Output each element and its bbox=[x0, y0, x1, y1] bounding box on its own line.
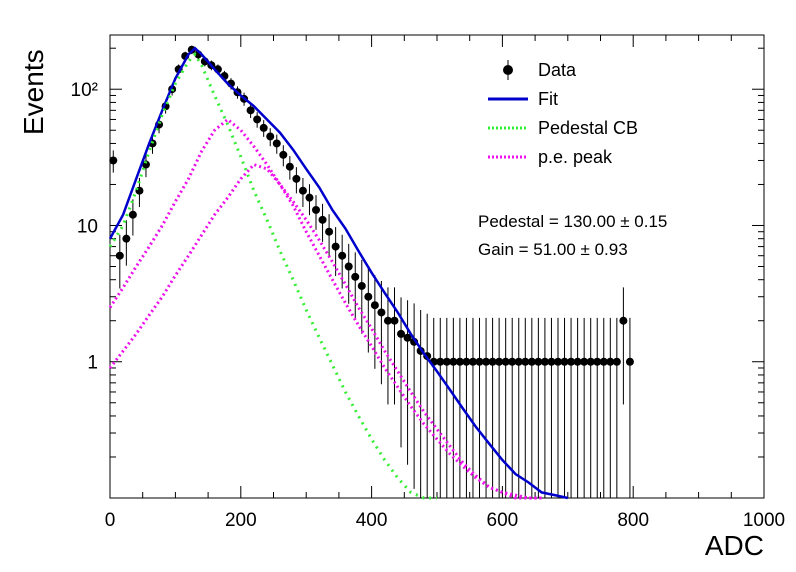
plot-frame bbox=[109, 34, 765, 499]
data-point bbox=[390, 316, 399, 325]
data-point bbox=[501, 357, 510, 366]
data-point bbox=[547, 357, 556, 366]
data-point bbox=[279, 150, 288, 159]
data-point bbox=[442, 357, 451, 366]
data-point bbox=[246, 106, 255, 115]
x-tick-label: 1000 bbox=[743, 510, 785, 531]
data-point bbox=[482, 357, 491, 366]
x-tick-label: 200 bbox=[225, 510, 257, 531]
x-tick-label: 0 bbox=[105, 510, 116, 531]
y-tick-label: 1 bbox=[87, 353, 98, 374]
data-point bbox=[625, 357, 634, 366]
legend-label: Fit bbox=[538, 89, 558, 109]
data-point bbox=[612, 357, 621, 366]
x-tick-label: 400 bbox=[356, 510, 388, 531]
y-tick-label: 10 bbox=[77, 216, 98, 237]
x-tick-label: 600 bbox=[487, 510, 519, 531]
data-point bbox=[357, 281, 366, 290]
data-point bbox=[128, 210, 137, 219]
data-point bbox=[521, 357, 530, 366]
data-point bbox=[351, 272, 360, 281]
gain-annotation: Gain = 51.00 ± 0.93 bbox=[478, 240, 628, 259]
data-point bbox=[527, 357, 536, 366]
data-point bbox=[462, 357, 471, 366]
fit-curve-pedestal-cb bbox=[108, 51, 437, 500]
data-point bbox=[266, 132, 275, 141]
data-point bbox=[560, 357, 569, 366]
data-point bbox=[534, 357, 543, 366]
data-point bbox=[553, 357, 562, 366]
data-point bbox=[122, 234, 131, 243]
data-point bbox=[285, 162, 294, 171]
data-point bbox=[619, 316, 628, 325]
data-point bbox=[383, 316, 392, 325]
data-point bbox=[586, 357, 595, 366]
data-point bbox=[370, 301, 379, 310]
data-point bbox=[436, 357, 445, 366]
data-points-group bbox=[109, 45, 634, 498]
fit-curve-p-e-peak bbox=[108, 162, 542, 500]
y-tick-label: 10² bbox=[71, 80, 98, 101]
data-point bbox=[292, 174, 301, 183]
data-point bbox=[495, 357, 504, 366]
data-point bbox=[364, 292, 373, 301]
data-point bbox=[508, 357, 517, 366]
data-point bbox=[305, 193, 314, 202]
pedestal-annotation: Pedestal = 130.00 ± 0.15 bbox=[478, 212, 668, 231]
y-axis-label: Events bbox=[18, 49, 49, 135]
legend-label: Data bbox=[538, 60, 577, 80]
data-point bbox=[449, 357, 458, 366]
data-point bbox=[397, 329, 406, 338]
data-point bbox=[312, 205, 321, 214]
data-point bbox=[567, 357, 576, 366]
legend: Data Fit Pedestal CB p.e. peak bbox=[488, 60, 638, 167]
legend-label: p.e. peak bbox=[538, 147, 613, 167]
data-point bbox=[593, 357, 602, 366]
data-point bbox=[599, 357, 608, 366]
data-point bbox=[338, 251, 347, 260]
data-point bbox=[253, 115, 262, 124]
data-point bbox=[259, 123, 268, 132]
legend-label: Pedestal CB bbox=[538, 118, 638, 138]
x-axis-label: ADC bbox=[704, 530, 764, 561]
x-tick-label: 800 bbox=[617, 510, 649, 531]
data-point bbox=[318, 215, 327, 224]
legend-marker bbox=[503, 65, 513, 75]
data-point bbox=[514, 357, 523, 366]
data-point bbox=[377, 308, 386, 317]
data-point bbox=[475, 357, 484, 366]
data-point bbox=[580, 357, 589, 366]
data-point bbox=[109, 156, 118, 165]
data-point bbox=[573, 357, 582, 366]
data-point bbox=[488, 357, 497, 366]
data-point bbox=[468, 357, 477, 366]
tick-labels: 0 200 400 600 800 1000 1 10 10² bbox=[71, 80, 786, 531]
data-point bbox=[298, 186, 307, 195]
data-point bbox=[115, 251, 124, 260]
data-point bbox=[331, 242, 340, 251]
fit-curve-p-e-peak bbox=[108, 117, 542, 500]
data-point bbox=[540, 357, 549, 366]
data-point bbox=[606, 357, 615, 366]
data-point bbox=[403, 333, 412, 342]
data-point bbox=[344, 262, 353, 271]
data-point bbox=[272, 139, 281, 148]
fit-curves-group bbox=[108, 46, 569, 500]
axis-ticks bbox=[109, 35, 765, 499]
data-point bbox=[455, 357, 464, 366]
fit-curve-fit bbox=[108, 46, 569, 500]
data-point bbox=[325, 227, 334, 236]
